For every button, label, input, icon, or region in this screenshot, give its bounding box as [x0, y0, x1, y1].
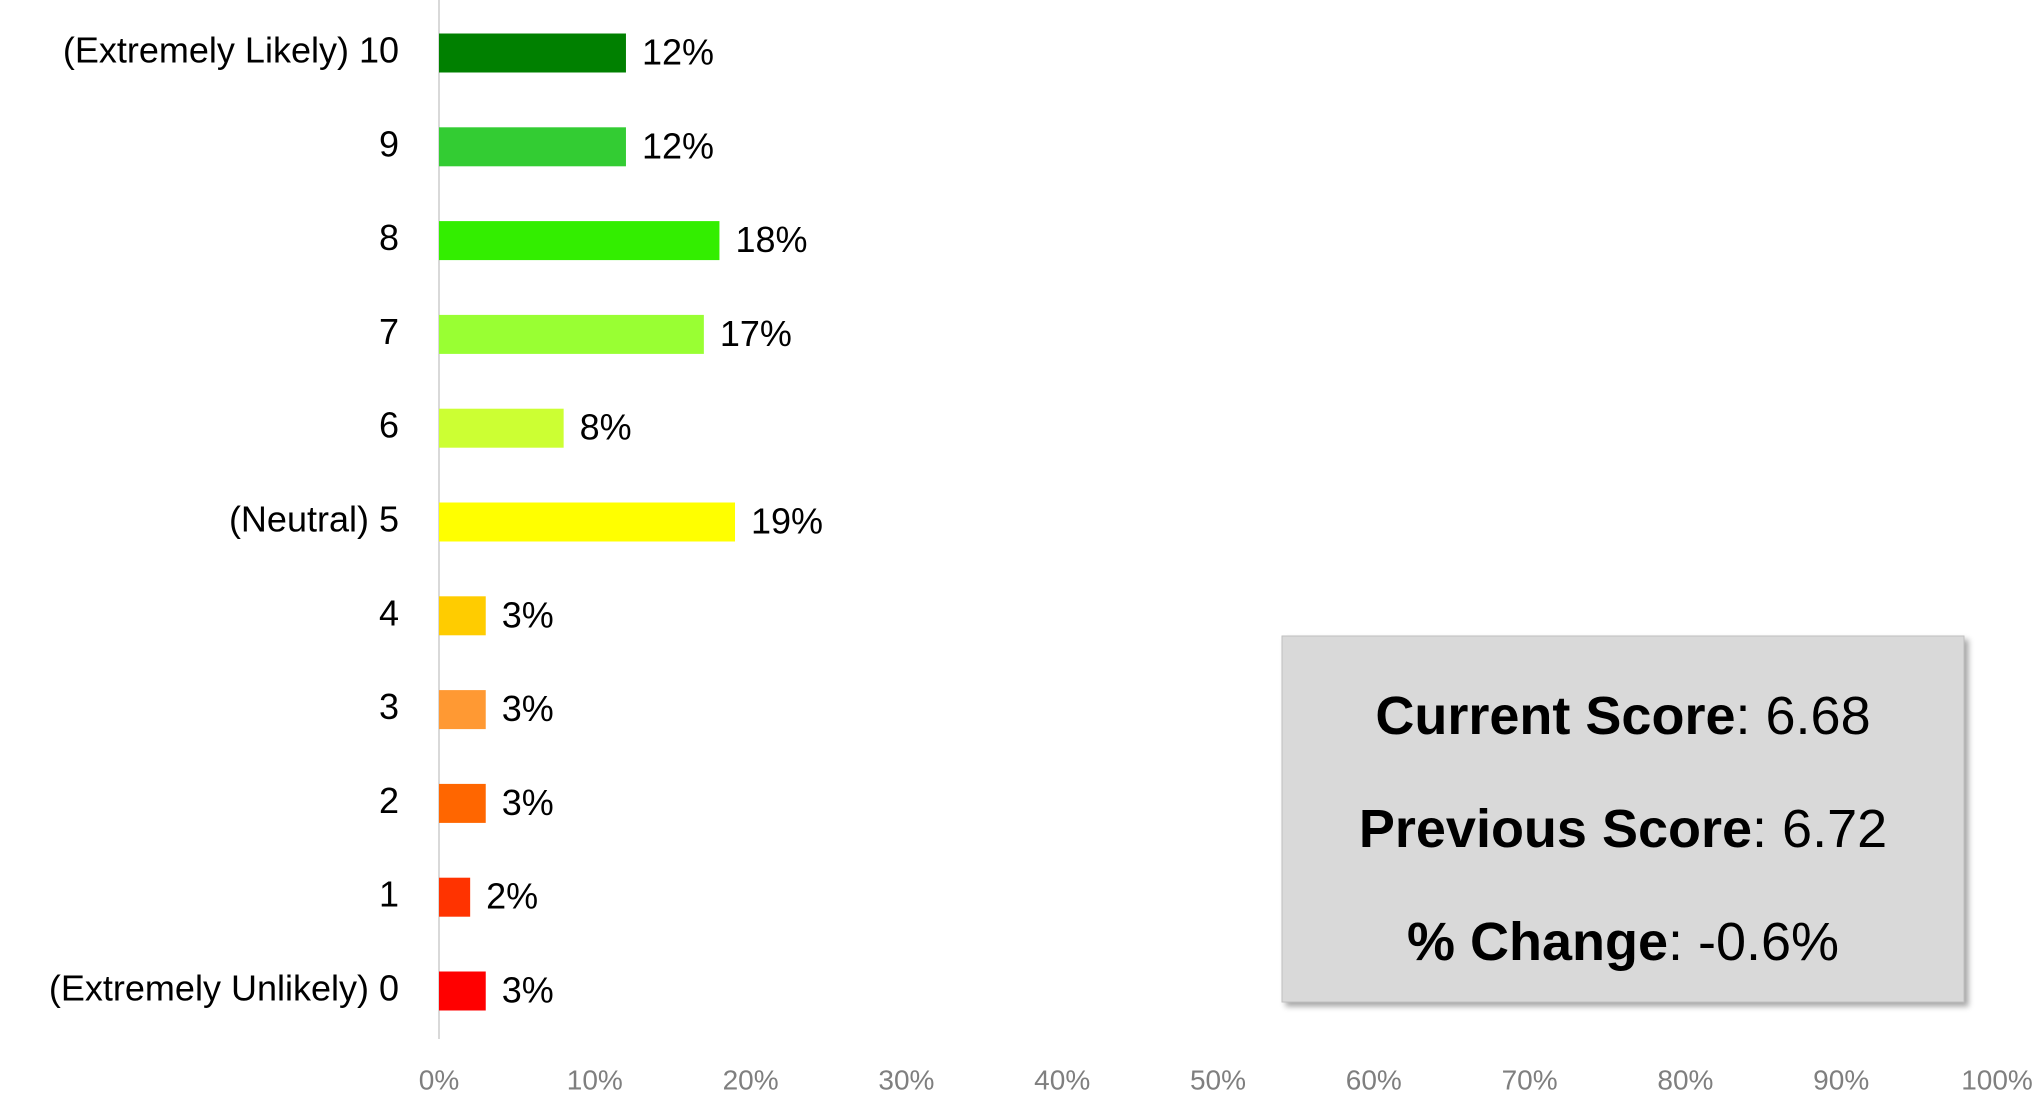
data-label: 17%: [720, 313, 792, 354]
y-tick-label: 7: [379, 311, 399, 352]
score-label: Previous Score: [1359, 799, 1752, 859]
x-tick-label: 50%: [1190, 1064, 1246, 1095]
bar: [439, 502, 736, 542]
y-tick-label: (Extremely Unlikely) 0: [49, 968, 399, 1009]
bar: [439, 690, 486, 730]
bar: [439, 314, 704, 354]
data-label: 2%: [486, 876, 538, 917]
score-text: Current Score: 6.68: [1375, 686, 1870, 746]
data-label: 3%: [502, 594, 554, 635]
y-tick-label: 2: [379, 780, 399, 821]
y-tick-label: 8: [379, 217, 399, 258]
y-tick-label: 1: [379, 874, 399, 915]
bar: [439, 127, 626, 167]
bar: [439, 783, 486, 823]
y-tick-label: (Neutral) 5: [229, 499, 399, 540]
y-tick-label: 9: [379, 123, 399, 164]
x-tick-label: 10%: [567, 1064, 623, 1095]
y-tick-label: 4: [379, 592, 399, 633]
score-text: % Change: -0.6%: [1407, 912, 1839, 972]
data-label: 3%: [502, 688, 554, 729]
data-label: 3%: [502, 782, 554, 823]
y-tick-label: (Extremely Likely) 10: [63, 30, 399, 71]
x-tick-label: 30%: [878, 1064, 934, 1095]
score-text: Previous Score: 6.72: [1359, 799, 1887, 859]
score-label: % Change: [1407, 912, 1668, 972]
x-tick-label: 60%: [1346, 1064, 1402, 1095]
data-label: 3%: [502, 970, 554, 1011]
data-label: 12%: [642, 32, 714, 73]
bar: [439, 971, 486, 1011]
y-tick-label: 3: [379, 686, 399, 727]
bar: [439, 408, 564, 448]
x-tick-label: 70%: [1502, 1064, 1558, 1095]
data-label: 19%: [751, 501, 823, 542]
x-tick-label: 0%: [419, 1064, 459, 1095]
x-tick-label: 20%: [723, 1064, 779, 1095]
score-value: : -0.6%: [1668, 912, 1839, 972]
bar: [439, 877, 471, 917]
bar: [439, 221, 720, 261]
data-label: 8%: [580, 407, 632, 448]
bar: [439, 596, 486, 636]
score-value: : 6.72: [1752, 799, 1887, 859]
score-box: [1281, 635, 1965, 1003]
data-label: 18%: [735, 219, 807, 260]
bar: [439, 33, 626, 73]
x-tick-label: 90%: [1813, 1064, 1869, 1095]
score-value: : 6.68: [1736, 686, 1871, 746]
y-tick-label: 6: [379, 405, 399, 446]
score-label: Current Score: [1375, 686, 1735, 746]
data-label: 12%: [642, 125, 714, 166]
x-tick-label: 80%: [1657, 1064, 1713, 1095]
x-tick-label: 40%: [1034, 1064, 1090, 1095]
x-tick-label: 100%: [1961, 1064, 2033, 1095]
